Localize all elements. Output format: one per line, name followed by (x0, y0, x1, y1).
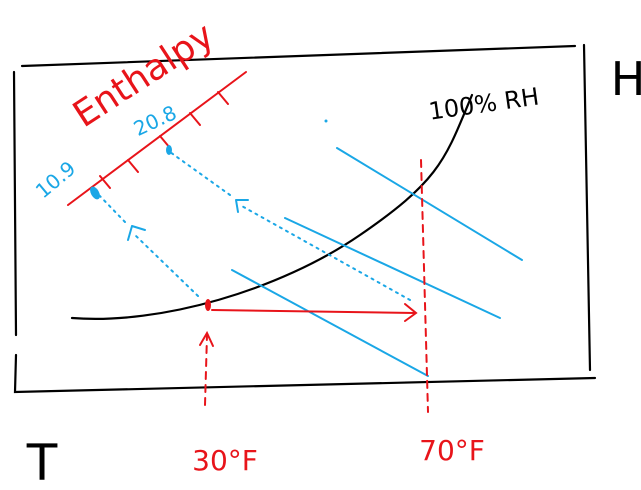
saturation-curve (72, 95, 472, 319)
frame-bottom (15, 355, 595, 392)
temp-label: 30°F (192, 444, 258, 477)
curve-label: 100% RH (427, 82, 541, 125)
blue-dot (325, 120, 328, 123)
arrow-head (128, 226, 145, 240)
arrow-head (236, 200, 248, 212)
enthalpy-value: 20.8 (130, 100, 181, 141)
axis-label-t: T (26, 434, 58, 490)
frame-left (14, 72, 16, 335)
enthalpy-value: 10.9 (31, 156, 81, 203)
start-point (205, 299, 211, 311)
axis-label-h: H (611, 52, 641, 106)
point (166, 145, 172, 155)
projection (240, 205, 410, 300)
temp-label: 70°F (419, 434, 485, 467)
frame-top (22, 46, 575, 66)
heating-arrow (212, 310, 415, 313)
projection (170, 152, 230, 195)
blue-line (285, 218, 500, 318)
blue-line (232, 270, 428, 376)
psychrometric-sketch: Enthalpy 10.9 20.8 100% RH H T 30°F 70°F (0, 0, 641, 490)
projection (135, 235, 198, 296)
frame-right (584, 45, 590, 370)
projection (96, 192, 125, 222)
blue-line (337, 148, 522, 260)
temp-line (205, 335, 207, 405)
